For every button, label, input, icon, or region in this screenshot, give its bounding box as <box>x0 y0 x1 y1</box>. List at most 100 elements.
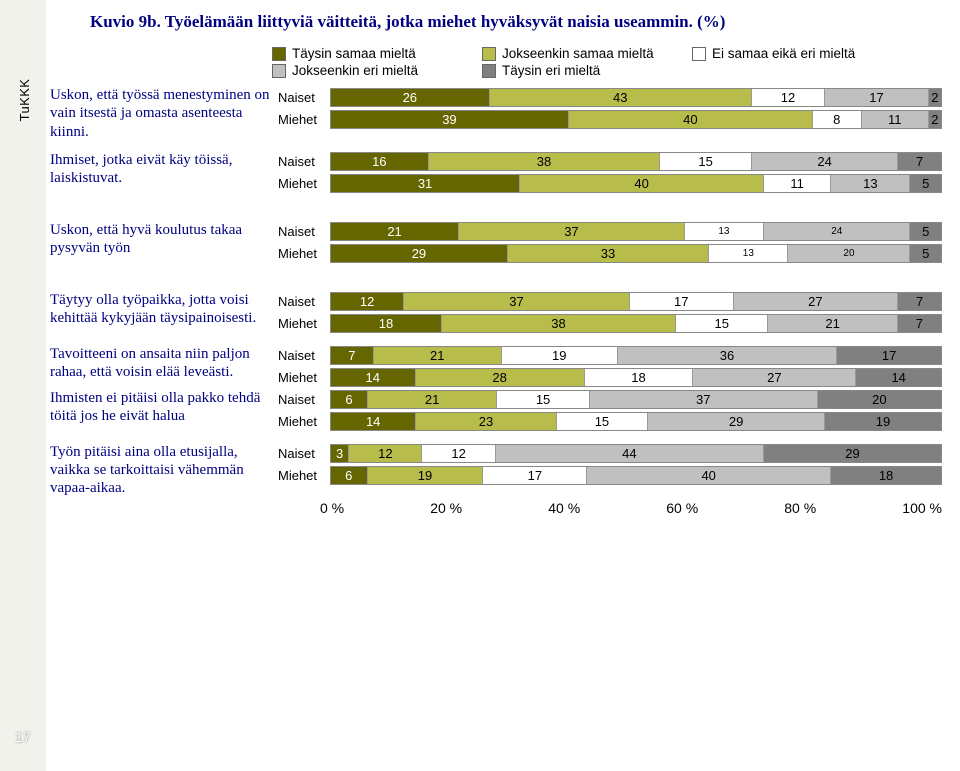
stacked-bar: 183815217 <box>330 314 942 333</box>
bar-segment: 14 <box>856 369 941 386</box>
legend-label-1: Täysin samaa mieltä <box>292 46 416 61</box>
bar-segment: 28 <box>416 369 585 386</box>
bar-segment: 20 <box>818 391 941 408</box>
question-group: Tavoitteeni on ansaita niin paljon rahaa… <box>50 345 942 389</box>
bar-segment: 12 <box>331 293 404 310</box>
stacked-bar: 1428182714 <box>330 368 942 387</box>
rows-column: Naiset163815247Miehet314011135 <box>278 151 942 195</box>
bar-segment: 15 <box>660 153 752 170</box>
question-group: Uskon, että työssä menestyminen on vain … <box>50 86 942 141</box>
bar-segment: 39 <box>331 111 569 128</box>
row-label: Naiset <box>278 392 330 407</box>
bar-segment: 38 <box>429 153 661 170</box>
spacer <box>50 141 942 151</box>
bar-segment: 29 <box>331 245 508 262</box>
legend-item-5: Täysin eri mieltä <box>482 63 692 78</box>
question-label: Tavoitteeni on ansaita niin paljon rahaa… <box>50 345 278 382</box>
axis-tick: 0 % <box>320 500 344 516</box>
bar-row: Miehet314011135 <box>278 173 942 195</box>
bar-segment: 43 <box>490 89 752 106</box>
bar-segment: 6 <box>331 391 368 408</box>
legend-item-2: Jokseenkin samaa mieltä <box>482 46 692 61</box>
row-label: Miehet <box>278 246 330 261</box>
swatch-5 <box>482 64 496 78</box>
bar-segment: 33 <box>508 245 709 262</box>
spacer <box>50 335 942 345</box>
bar-segment: 16 <box>331 153 429 170</box>
question-group: Työn pitäisi aina olla etusijalla, vaikk… <box>50 443 942 498</box>
legend-label-5: Täysin eri mieltä <box>502 63 600 78</box>
legend: Täysin samaa mieltä Jokseenkin samaa mie… <box>272 46 942 78</box>
bar-segment: 12 <box>349 445 422 462</box>
row-label: Miehet <box>278 468 330 483</box>
legend-label-3: Ei samaa eikä eri mieltä <box>712 46 855 61</box>
bar-segment: 13 <box>831 175 910 192</box>
bar-segment: 3 <box>331 445 349 462</box>
bar-segment: 12 <box>422 445 495 462</box>
row-label: Naiset <box>278 154 330 169</box>
axis-tick: 40 % <box>548 500 580 516</box>
bar-segment: 12 <box>752 89 825 106</box>
bar-segment: 23 <box>416 413 556 430</box>
spacer <box>50 195 942 221</box>
axis-tick: 80 % <box>784 500 816 516</box>
bar-segment: 21 <box>768 315 897 332</box>
bar-segment: 44 <box>496 445 764 462</box>
legend-item-3: Ei samaa eikä eri mieltä <box>692 46 902 61</box>
bar-segment: 14 <box>331 413 416 430</box>
bar-segment: 7 <box>898 293 941 310</box>
stacked-bar: 293313205 <box>330 244 942 263</box>
bar-segment: 37 <box>459 223 685 240</box>
bar-segment: 14 <box>331 369 416 386</box>
swatch-1 <box>272 47 286 61</box>
row-label: Naiset <box>278 348 330 363</box>
bar-segment: 40 <box>587 467 831 484</box>
bar-segment: 40 <box>569 111 813 128</box>
rows-column: Naiset264312172Miehet39408112 <box>278 86 942 130</box>
spacer <box>50 265 942 291</box>
row-label: Naiset <box>278 90 330 105</box>
stacked-bar: 264312172 <box>330 88 942 107</box>
bar-row: Naiset621153720 <box>278 389 942 411</box>
bar-row: Naiset721193617 <box>278 345 942 367</box>
bar-segment: 2 <box>929 89 941 106</box>
stacked-bar: 621153720 <box>330 390 942 409</box>
bar-segment: 5 <box>910 245 941 262</box>
chart-content: Täysin samaa mieltä Jokseenkin samaa mie… <box>50 46 942 516</box>
bar-segment: 24 <box>752 153 898 170</box>
stacked-bar: 213713245 <box>330 222 942 241</box>
row-label: Naiset <box>278 224 330 239</box>
bar-row: Naiset213713245 <box>278 221 942 243</box>
bar-row: Naiset264312172 <box>278 86 942 108</box>
legend-item-1: Täysin samaa mieltä <box>272 46 482 61</box>
question-label: Ihmiset, jotka eivät käy töissä, laiskis… <box>50 151 278 188</box>
bar-segment: 15 <box>557 413 649 430</box>
axis-tick: 100 % <box>902 500 942 516</box>
bar-segment: 17 <box>483 467 587 484</box>
question-label: Työn pitäisi aina olla etusijalla, vaikk… <box>50 443 278 498</box>
bar-segment: 17 <box>837 347 941 364</box>
bar-segment: 36 <box>618 347 838 364</box>
rows-column: Naiset213713245Miehet293313205 <box>278 221 942 265</box>
bar-segment: 7 <box>331 347 374 364</box>
bar-segment: 31 <box>331 175 520 192</box>
bar-segment: 8 <box>813 111 862 128</box>
bar-segment: 5 <box>910 223 941 240</box>
bar-segment: 18 <box>331 315 442 332</box>
row-label: Miehet <box>278 176 330 191</box>
legend-label-2: Jokseenkin samaa mieltä <box>502 46 654 61</box>
bar-segment: 20 <box>788 245 910 262</box>
logo-sidebar: TuKKK <box>0 0 46 771</box>
bar-segment: 15 <box>676 315 768 332</box>
rows-column: Naiset721193617 Miehet1428182714 <box>278 345 942 389</box>
bar-segment: 29 <box>764 445 941 462</box>
bar-segment: 24 <box>764 223 910 240</box>
stacked-bar: 314011135 <box>330 174 942 193</box>
question-group: Ihmiset, jotka eivät käy töissä, laiskis… <box>50 151 942 195</box>
swatch-2 <box>482 47 496 61</box>
row-label: Miehet <box>278 370 330 385</box>
bar-segment: 15 <box>497 391 589 408</box>
bar-segment: 19 <box>825 413 941 430</box>
bar-segment: 19 <box>368 467 484 484</box>
stacked-bar: 1423152919 <box>330 412 942 431</box>
